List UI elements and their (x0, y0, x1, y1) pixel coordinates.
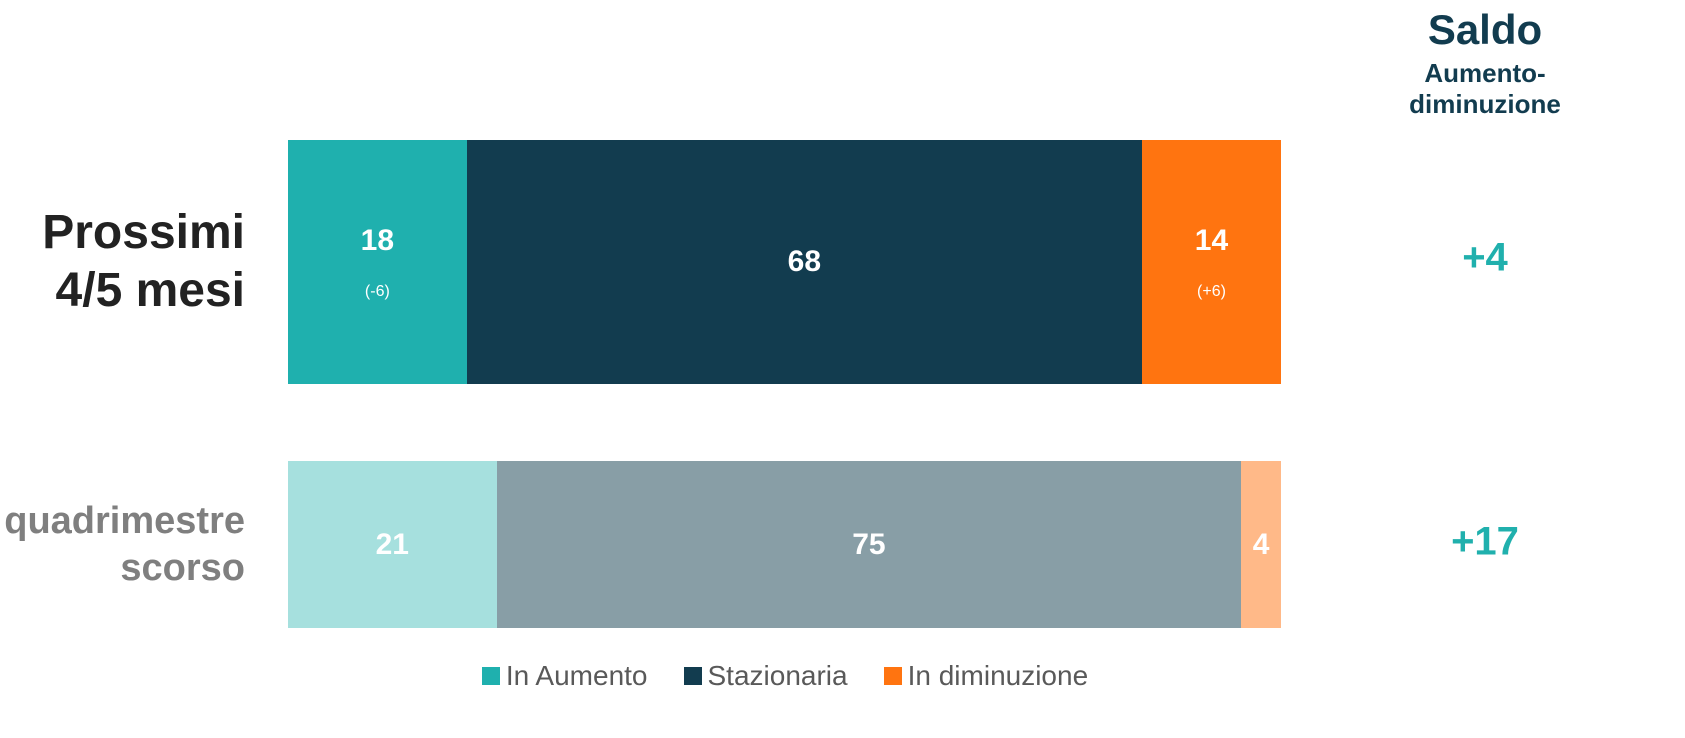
bar-segment (1241, 461, 1281, 628)
value-label: 4 (1252, 527, 1270, 561)
bar-segment (1141, 140, 1281, 384)
bar-segment (466, 140, 1142, 384)
legend-item: Stazionaria (683, 660, 848, 692)
saldo-value: +4 (1462, 235, 1508, 280)
legend-label: In diminuzione (907, 660, 1089, 691)
legend-item: In diminuzione (883, 660, 1089, 692)
change-label: (+6) (1197, 283, 1226, 300)
saldo-value: +17 (1451, 519, 1519, 563)
bar-segment (496, 461, 1242, 628)
value-label: 75 (852, 527, 886, 561)
saldo-subtitle: Aumento-diminuzione (1409, 58, 1561, 119)
legend-label: In Aumento (505, 660, 648, 691)
saldo-title: Saldo (1427, 6, 1543, 53)
legend: In Aumento Stazionaria In diminuzione (0, 660, 1570, 692)
value-label: 14 (1194, 224, 1229, 257)
legend-label: Stazionaria (707, 660, 848, 691)
value-label: 68 (787, 245, 822, 278)
value-label: 21 (375, 527, 409, 561)
category-label: quadrimestre scorso (4, 499, 245, 589)
change-label: (-6) (364, 283, 390, 300)
bar-segment (288, 461, 497, 628)
legend-swatch (481, 667, 500, 685)
legend-swatch (883, 667, 902, 685)
value-label: 18 (360, 224, 395, 257)
legend-item: In Aumento (481, 660, 648, 692)
category-label: Prossimi 4/5 mesi (42, 206, 245, 317)
bar-segment (288, 140, 467, 384)
legend-swatch (683, 667, 702, 685)
